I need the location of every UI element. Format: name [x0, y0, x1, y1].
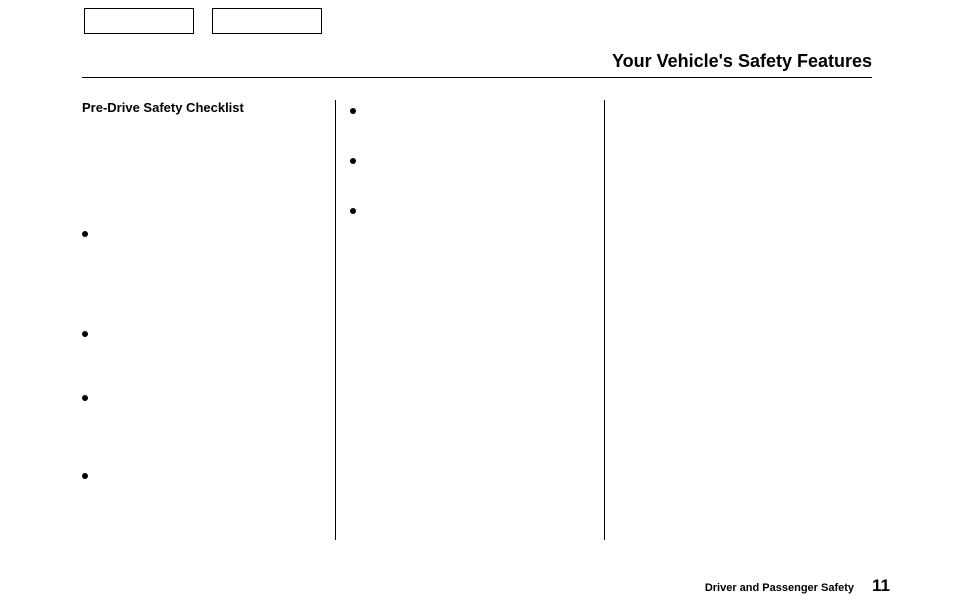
page-title: Your Vehicle's Safety Features [612, 51, 872, 72]
col1-heading: Pre-Drive Safety Checklist [82, 100, 321, 115]
footer-page-number: 11 [872, 576, 890, 596]
col1-list [82, 227, 321, 483]
col2-list [350, 104, 589, 218]
list-item [82, 227, 321, 241]
footer-section-label: Driver and Passenger Safety [705, 582, 854, 594]
column-3 [604, 100, 872, 540]
nav-box-2[interactable] [212, 8, 322, 34]
column-1: Pre-Drive Safety Checklist [82, 100, 335, 540]
column-2 [335, 100, 603, 540]
list-item [82, 391, 321, 405]
footer: Driver and Passenger Safety 11 [705, 576, 890, 596]
top-nav-boxes [84, 8, 322, 34]
list-item [350, 104, 589, 118]
list-item [82, 469, 321, 483]
list-item [350, 204, 589, 218]
list-item [350, 154, 589, 168]
nav-box-1[interactable] [84, 8, 194, 34]
header-rule [82, 77, 872, 78]
list-item [82, 327, 321, 341]
content-area: Pre-Drive Safety Checklist [82, 100, 872, 540]
